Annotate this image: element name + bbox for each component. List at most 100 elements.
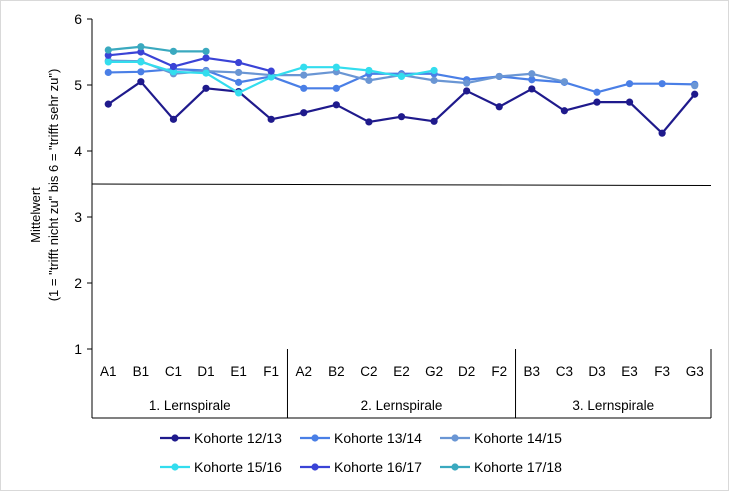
legend-item: Kohorte 14/15 (440, 430, 562, 446)
series-kohorte-13-14 (104, 65, 699, 96)
x-tick-label: G3 (686, 364, 704, 379)
data-point (137, 68, 145, 76)
y-tick-label: 1 (74, 341, 82, 357)
y-tick-label: 6 (74, 11, 82, 27)
data-point (300, 63, 308, 71)
data-point (430, 117, 438, 125)
data-point (691, 82, 699, 90)
legend-label: Kohorte 16/17 (334, 459, 422, 475)
x-tick-label: E1 (230, 364, 247, 379)
data-point (332, 84, 340, 92)
data-point (300, 109, 308, 117)
x-tick-label: G2 (425, 364, 443, 379)
data-point (397, 72, 406, 81)
data-point (332, 101, 340, 109)
data-point (332, 63, 340, 71)
data-point (397, 113, 406, 121)
data-point (528, 70, 536, 78)
x-tick-label: B1 (133, 364, 150, 379)
data-point (104, 58, 112, 66)
group-label: 3. Lernspirale (572, 398, 654, 413)
y-tick-label: 5 (74, 77, 82, 93)
legend-swatch-marker (171, 463, 179, 471)
data-point (169, 62, 178, 71)
y-tick-label: 4 (74, 143, 82, 159)
data-point (202, 54, 210, 62)
legend-label: Kohorte 12/13 (194, 430, 282, 446)
legend-swatch-marker (451, 434, 459, 442)
data-point (560, 78, 568, 86)
x-tick-label: A1 (100, 364, 117, 379)
data-point (658, 80, 666, 88)
legend-label: Kohorte 17/18 (474, 459, 562, 475)
x-tick-label: B3 (524, 364, 541, 379)
data-point (365, 66, 373, 75)
series-kohorte-16-17 (104, 48, 275, 75)
data-point (528, 85, 536, 93)
y-axis-title-line1: Mittelwert (28, 187, 43, 243)
data-point (169, 68, 178, 76)
data-point (235, 68, 243, 77)
data-point (104, 46, 112, 54)
data-point (137, 43, 145, 51)
x-tick-label: C3 (556, 364, 573, 379)
x-tick-label: E2 (393, 364, 410, 379)
legend-swatch-marker (171, 434, 179, 442)
data-point (137, 48, 145, 56)
y-axis-title-line2: (1 = "trifft nicht zu" bis 6 = "trifft s… (46, 69, 61, 302)
x-tick-label: F3 (654, 364, 670, 379)
data-point (137, 58, 145, 66)
y-axis-title: Mittelwert (1 = "trifft nicht zu" bis 6 … (28, 69, 61, 302)
data-point (104, 68, 112, 77)
reference-line (91, 183, 712, 186)
legend-swatch-marker (311, 463, 319, 471)
x-tick-label: B2 (328, 364, 345, 379)
data-point (593, 88, 601, 96)
y-tick-label: 2 (74, 275, 82, 291)
x-tick-label: E3 (621, 364, 638, 379)
legend-item: Kohorte 16/17 (300, 459, 422, 475)
legend-item: Kohorte 17/18 (440, 459, 562, 475)
data-point (625, 80, 634, 88)
data-point (593, 98, 601, 106)
data-point (267, 73, 275, 81)
axes: 1 2 3 4 5 6 A1 B1 C1 D1 E1 F1 A2 B2 C2 E2 G2 D2 F2 B3 C3 D3 E3… (74, 11, 712, 419)
data-point (691, 90, 699, 98)
data-point (169, 47, 178, 55)
data-point (365, 118, 373, 126)
data-point (625, 98, 634, 106)
legend-label: Kohorte 14/15 (474, 430, 562, 446)
x-tick-label: C2 (360, 364, 377, 379)
data-point (202, 84, 210, 92)
group-label: 1. Lernspirale (149, 398, 231, 413)
data-point (430, 66, 438, 75)
series-kohorte-12-13 (104, 78, 699, 137)
data-point (495, 103, 503, 111)
legend-item: Kohorte 13/14 (300, 430, 422, 446)
data-point (300, 84, 308, 92)
data-point (430, 76, 438, 84)
series-group (104, 43, 699, 137)
x-tick-label: A2 (296, 364, 313, 379)
series-line (108, 45, 207, 53)
data-point (300, 71, 308, 79)
legend: Kohorte 12/13 Kohorte 13/14 Kohorte 14/15 K… (160, 430, 562, 475)
legend-label: Kohorte 13/14 (334, 430, 422, 446)
series-line (108, 50, 272, 73)
x-tick-label: D2 (458, 364, 475, 379)
y-tick-label: 3 (74, 209, 82, 225)
data-point (235, 89, 243, 97)
data-point (235, 58, 243, 67)
data-point (365, 76, 373, 84)
x-tick-label: F1 (263, 364, 279, 379)
group-label: 2. Lernspirale (361, 398, 443, 413)
data-point (267, 115, 275, 123)
data-point (169, 115, 178, 123)
data-point (463, 79, 471, 87)
data-point (202, 69, 210, 77)
x-tick-label: D1 (197, 364, 214, 379)
data-point (235, 78, 243, 86)
data-point (104, 100, 112, 108)
legend-label: Kohorte 15/16 (194, 459, 282, 475)
